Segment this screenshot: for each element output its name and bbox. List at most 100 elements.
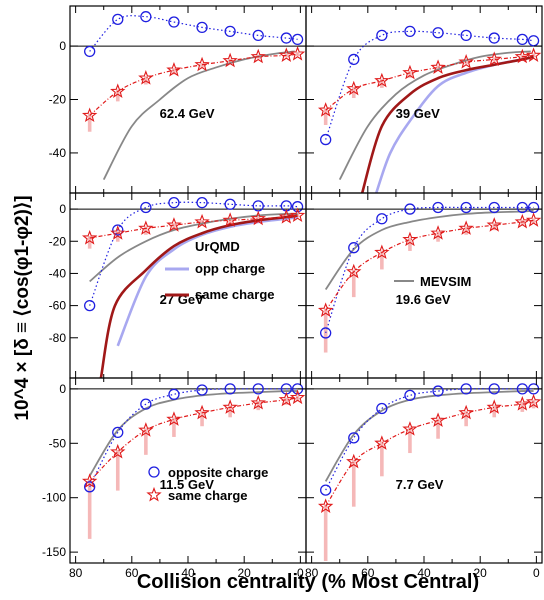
opposite-fit-line [89,201,298,306]
syst-bar [284,397,289,405]
same-fit-line [325,401,534,507]
same-charge-point [81,229,98,245]
energy-label: 62.4 GeV [160,106,215,121]
same-charge-point [194,213,210,229]
same-charge-point [317,102,334,117]
same-charge-point [289,389,306,405]
opposite-charge-point [348,53,360,66]
legend-same-marker [146,486,162,502]
same-charge-point [138,220,154,235]
energy-label: 7.7 GeV [396,477,444,492]
opposite-charge-point [348,242,360,254]
panel-frame [69,5,307,194]
opposite-charge-point [112,224,124,236]
syst-bar [464,60,468,65]
syst-bar [492,57,497,62]
syst-bar [323,108,328,125]
same-fit-line [89,397,298,482]
same-charge-point [525,47,542,62]
same-charge-point [166,411,182,426]
same-charge-point [402,231,418,247]
x-axis-title: Collision centrality (% Most Central) [137,571,479,593]
same-fit-line [89,214,298,239]
syst-bar [144,428,148,455]
y-tick-label: 0 [59,382,66,396]
panel-39-gev: 39 GeV [305,5,543,194]
opposite-charge-point [432,201,444,214]
opposite-charge-point [516,201,528,214]
same-charge-point [250,48,266,64]
opposite-charge-point [140,398,152,410]
opposite-charge-point [376,213,388,225]
opposite-charge-point [376,402,388,415]
opposite-fit-line [89,388,298,488]
syst-bar [380,441,384,477]
y-tick-label: 0 [59,39,66,53]
opposite-charge-point [168,388,180,400]
y-axis-title: 10^4 × [δ ≡ ⟨cos(φ1-φ2)⟩] [12,195,33,420]
syst-bar [323,504,328,561]
opposite-charge-point [516,33,528,46]
opposite-charge-point [196,21,208,34]
same-charge-point [514,396,531,411]
x-tick-label: 60 [125,566,139,580]
mevsim-curve [338,50,531,181]
syst-bar [351,459,356,507]
same-charge-point [222,212,238,227]
opposite-charge-point [224,25,236,38]
energy-label: 11.5 GeV [160,477,215,492]
same-charge-point [81,107,98,123]
panel-plot-area [306,25,542,193]
opposite-charge-point [460,201,472,214]
opposite-charge-point [168,16,180,28]
syst-bar [323,308,328,353]
syst-bar [295,213,300,218]
legend-same-text: same charge [168,488,248,503]
panel-frame [305,5,543,194]
syst-bar [295,395,300,402]
panel-plot-area [70,197,306,378]
x-tick-label: 60 [361,566,375,580]
same-charge-point [374,244,390,260]
mevsim-curve [324,390,534,482]
same-charge-point [514,48,531,64]
opposite-charge-point [404,25,416,38]
syst-bar [115,89,120,102]
same-charge-point [278,209,295,224]
opposite-charge-point [252,383,264,395]
syst-bar [520,219,525,226]
syst-bar [295,52,300,57]
y-tick-label: -20 [49,234,67,248]
same-charge-point [138,422,154,437]
same-charge-point [458,220,474,235]
same-charge-point [514,213,531,229]
same-charge-point [278,47,295,62]
opposite-charge-point [320,484,332,496]
y-tick-label: -20 [49,93,67,107]
urqmd-opp-curve [375,55,534,193]
same-charge-point [525,393,542,409]
y-tick-label: -80 [49,331,67,345]
y-tick-label: -100 [42,491,66,505]
x-tick-label: 20 [474,566,488,580]
legend-opp-text: opp charge [195,261,265,276]
opposite-charge-point [291,33,304,46]
opposite-charge-point [140,11,152,23]
syst-bar [200,410,204,427]
same-charge-point [194,404,210,420]
opposite-charge-point [404,389,416,402]
y-tick-label: -40 [49,266,67,280]
syst-bar [256,216,261,221]
opposite-charge-point [432,385,444,397]
syst-bar [492,405,497,418]
x-tick-label: 0 [533,566,540,580]
opposite-fit-line [325,30,534,140]
same-charge-point [110,83,126,99]
opposite-charge-point [460,29,472,42]
same-charge-point [486,399,502,414]
syst-bar [87,113,92,132]
syst-bar [408,70,412,78]
